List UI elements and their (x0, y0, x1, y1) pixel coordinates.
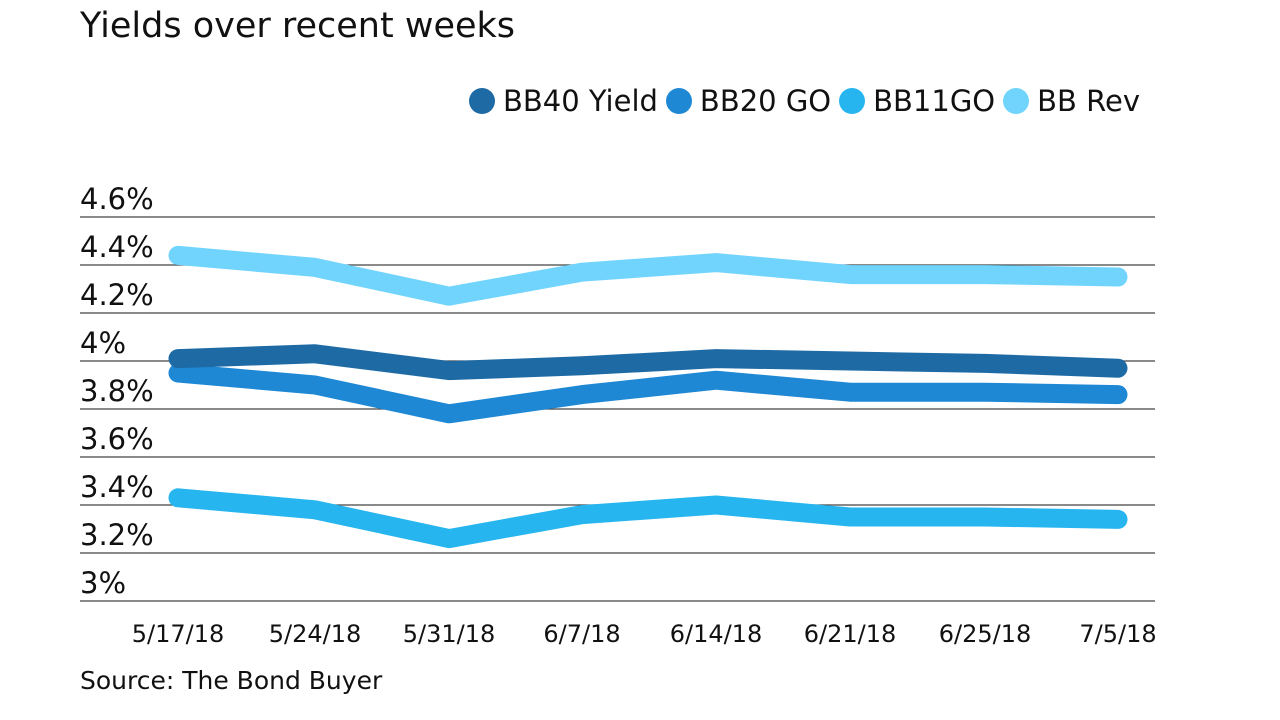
legend-item-bb11: BB11GO (839, 84, 995, 118)
x-tick-label: 6/14/18 (670, 620, 763, 648)
y-tick-label: 3.4% (80, 470, 154, 504)
legend-item-bb40: BB40 Yield (468, 84, 658, 118)
legend-item-bb20: BB20 GO (665, 84, 832, 118)
x-tick-label: 5/31/18 (403, 620, 496, 648)
source-note: Source: The Bond Buyer (80, 666, 383, 695)
x-tick-label: 5/24/18 (269, 620, 362, 648)
y-tick-label: 3.6% (80, 422, 154, 456)
legend-label: BB Rev (1037, 84, 1140, 118)
y-tick-label: 4.4% (80, 230, 154, 264)
x-tick-label: 6/21/18 (804, 620, 897, 648)
legend-label: BB20 GO (699, 84, 832, 118)
y-tick-label: 3% (80, 566, 126, 600)
legend: BB40 Yield BB20 GO BB11GO BB Rev (468, 84, 1140, 118)
series-line-bb40-yield (168, 344, 1128, 381)
y-tick-label: 4% (80, 326, 126, 360)
x-tick-label: 7/5/18 (1079, 620, 1156, 648)
series-line-bb20-go (168, 363, 1128, 424)
legend-swatch (665, 88, 692, 114)
legend-swatch (839, 88, 866, 114)
x-tick-label: 6/25/18 (939, 620, 1032, 648)
y-tick-label: 4.6% (80, 182, 154, 216)
chart-subtitle: Yields over recent weeks (80, 6, 516, 46)
x-tick-label: 5/17/18 (132, 620, 225, 648)
y-tick-label: 3.2% (80, 518, 154, 552)
y-tick-label: 4.2% (80, 278, 154, 312)
x-tick-label: 6/7/18 (543, 620, 620, 648)
series-line-bb-rev (168, 245, 1128, 306)
legend-swatch (468, 88, 495, 114)
legend-item-bbrev: BB Rev (1003, 84, 1140, 118)
y-tick-label: 3.8% (80, 374, 154, 408)
legend-swatch (1003, 88, 1030, 114)
series-line-bb11go (168, 488, 1128, 549)
legend-label: BB40 Yield (502, 84, 658, 118)
legend-label: BB11GO (873, 84, 996, 118)
